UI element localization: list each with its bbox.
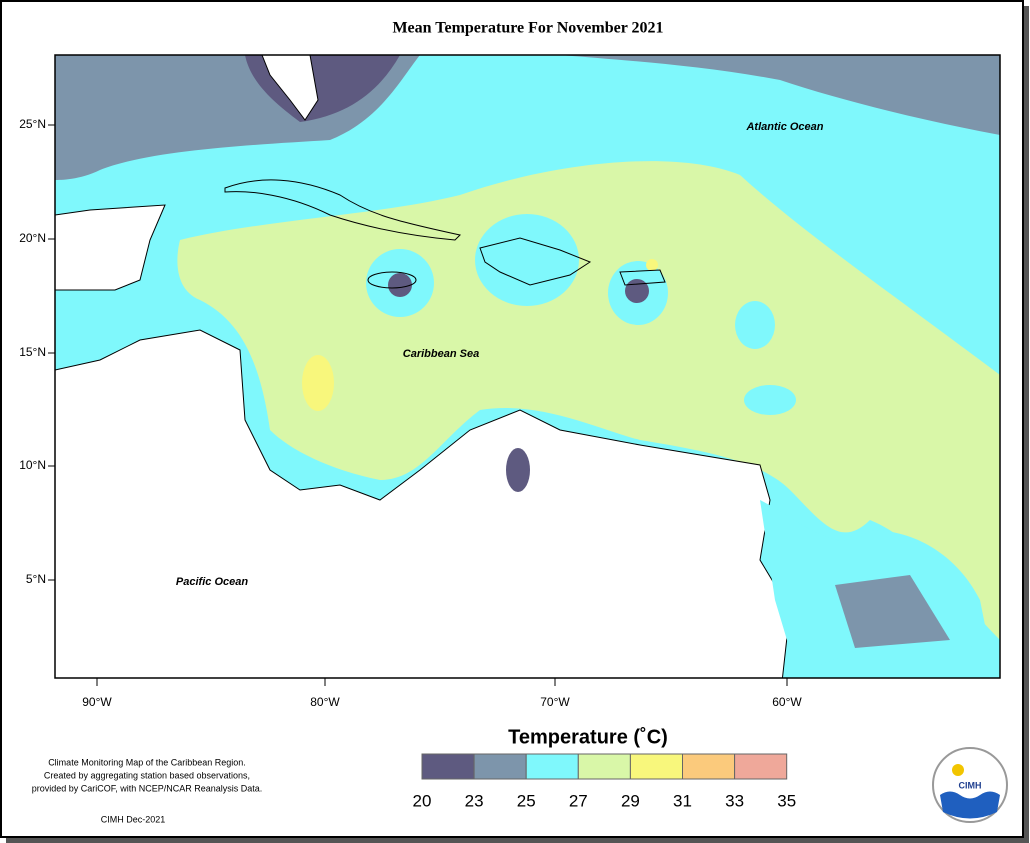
credit-line: provided by CariCOF, with NCEP/NCAR Rean… — [32, 783, 263, 793]
legend-swatch — [682, 753, 736, 780]
credit-date: CIMH Dec-2021 — [101, 814, 166, 824]
temp-zone — [560, 55, 1000, 135]
place-label: Atlantic Ocean — [745, 121, 823, 133]
lon-label: 80°W — [310, 695, 340, 709]
temp-zone — [625, 279, 649, 303]
land — [55, 329, 791, 678]
credit-line: Climate Monitoring Map of the Caribbean … — [48, 757, 246, 767]
lon-label: 70°W — [540, 695, 570, 709]
legend-tick: 29 — [621, 791, 640, 810]
temp-zone — [475, 214, 579, 306]
place-label: Pacific Ocean — [176, 576, 248, 588]
temp-zone — [302, 355, 334, 411]
logo-waves — [940, 791, 1000, 819]
legend-swatch — [525, 753, 579, 780]
legend-tick: 25 — [517, 791, 536, 810]
legend-tick: 33 — [725, 791, 744, 810]
legend-title: Temperature (˚C) — [508, 725, 668, 748]
lat-label: 20°N — [19, 231, 46, 245]
land — [261, 55, 319, 121]
island — [619, 269, 666, 286]
legend-tick: 35 — [777, 791, 796, 810]
lat-label: 15°N — [19, 345, 46, 359]
legend-swatch — [577, 753, 631, 780]
legend-swatch — [473, 753, 527, 780]
place-label: Caribbean Sea — [403, 348, 479, 360]
lon-label: 90°W — [82, 695, 112, 709]
lat-label: 25°N — [19, 117, 46, 131]
lat-label: 10°N — [19, 458, 46, 472]
temp-zone — [646, 259, 658, 271]
legend-swatch — [734, 753, 788, 780]
credit-line: Created by aggregating station based obs… — [44, 770, 250, 780]
map — [55, 55, 1000, 678]
frame-shadow — [1024, 6, 1029, 842]
temp-zone — [506, 448, 530, 492]
legend-tick: 23 — [465, 791, 484, 810]
island — [479, 237, 592, 286]
lat-label: 5°N — [26, 572, 46, 586]
island — [367, 271, 417, 289]
temp-zone — [835, 575, 950, 648]
legend-swatch — [629, 753, 684, 780]
island — [224, 179, 462, 241]
legend-tick: 20 — [413, 791, 432, 810]
logo-sun — [952, 764, 964, 776]
title: Mean Temperature For November 2021 — [392, 20, 663, 37]
map-border — [54, 54, 1001, 679]
temp-zone — [744, 385, 796, 415]
legend-tick: 27 — [569, 791, 588, 810]
lon-label: 60°W — [772, 695, 802, 709]
legend-tick: 31 — [673, 791, 692, 810]
logo-text: CIMH — [959, 780, 982, 790]
legend-swatch — [421, 753, 475, 780]
temp-zone — [735, 301, 775, 349]
land — [55, 204, 166, 291]
frame-shadow — [6, 838, 1029, 843]
temp-zone — [388, 273, 412, 297]
